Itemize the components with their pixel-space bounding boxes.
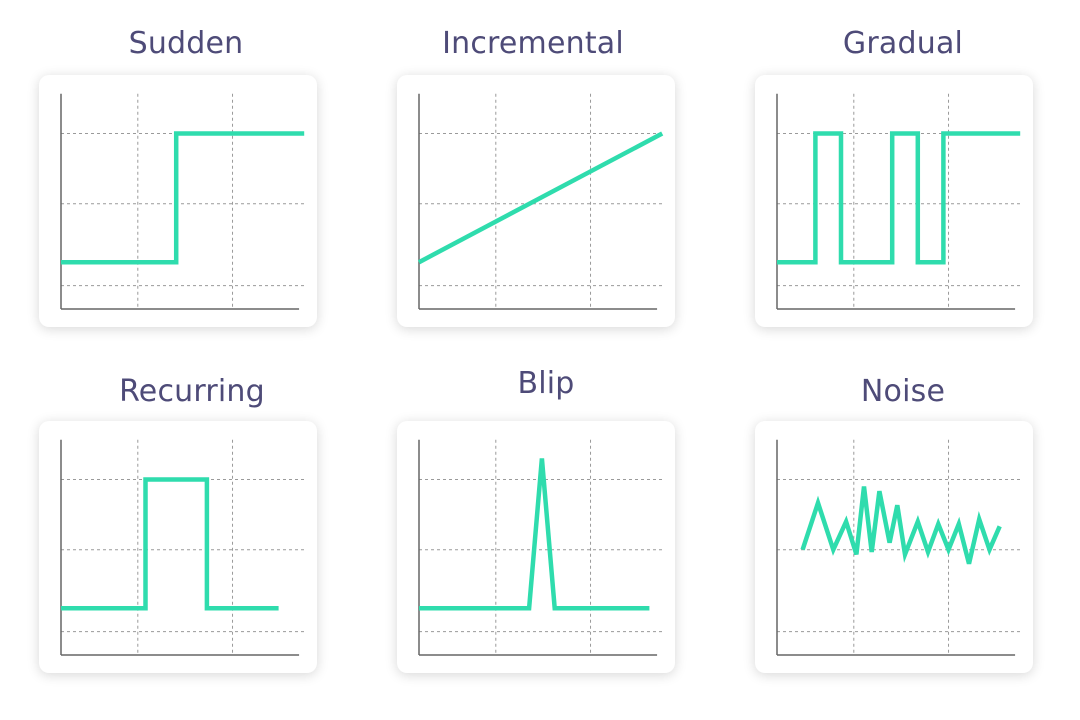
series-line — [61, 131, 305, 265]
card-recurring — [39, 421, 317, 673]
chart-gradual — [776, 93, 1021, 310]
title-gradual: Gradual — [842, 26, 964, 61]
chart-incremental — [417, 93, 664, 310]
chart-recurring — [60, 439, 305, 656]
title-noise: Noise — [860, 374, 946, 409]
title-recurring: Recurring — [119, 374, 265, 409]
chart-sudden — [60, 93, 305, 310]
series-line — [417, 131, 664, 265]
series-line — [800, 486, 1002, 565]
title-sudden: Sudden — [128, 26, 244, 61]
series-line — [419, 458, 650, 611]
card-incremental — [397, 75, 675, 327]
title-blip: Blip — [517, 366, 575, 401]
card-blip — [397, 421, 675, 673]
series-line — [777, 131, 1021, 265]
chart-blip — [418, 439, 663, 656]
chart-noise — [776, 439, 1021, 656]
card-sudden — [39, 75, 317, 327]
card-noise — [755, 421, 1033, 673]
series-line — [61, 477, 279, 611]
title-incremental: Incremental — [442, 26, 624, 61]
card-gradual — [755, 75, 1033, 327]
